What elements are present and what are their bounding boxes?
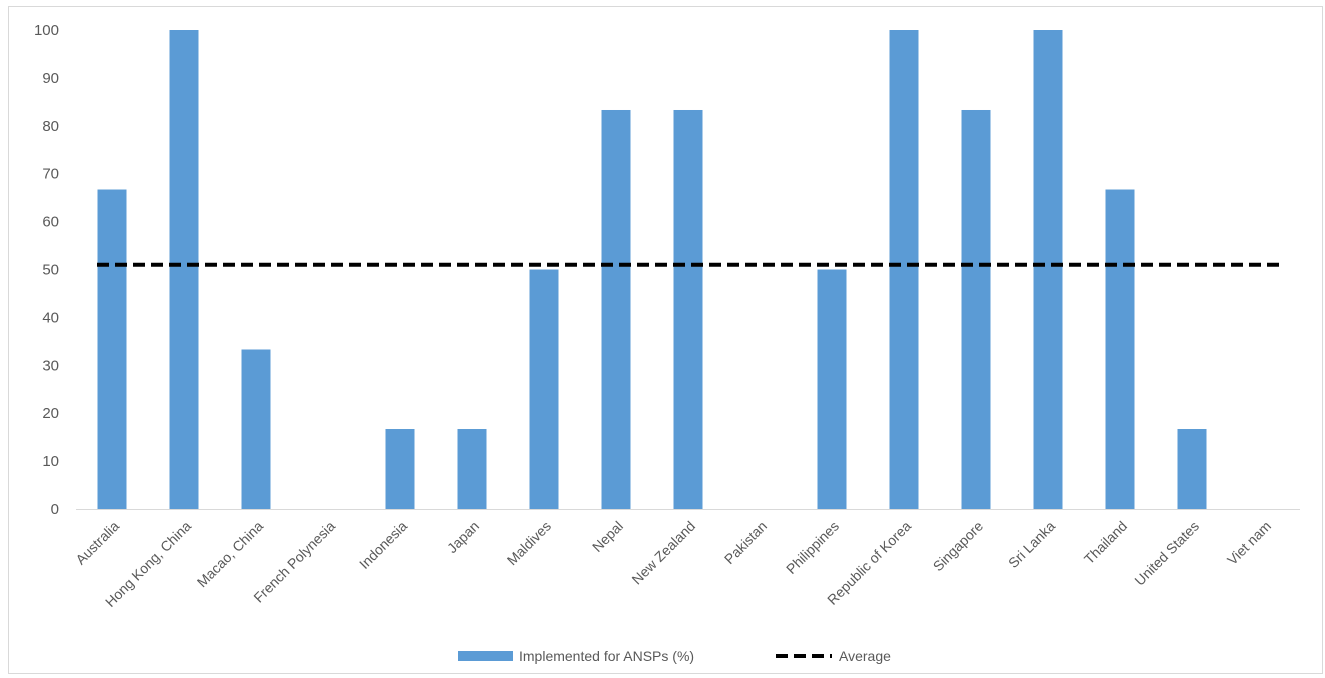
x-tick-label: Singapore: [930, 518, 987, 575]
y-axis: 0 10 20 30 40 50 60 70 80 90 100: [34, 22, 59, 518]
bar: [1033, 30, 1063, 509]
chart-frame: [8, 6, 1323, 674]
x-tick-label: New Zealand: [628, 518, 698, 588]
legend-label-average: Average: [839, 648, 891, 664]
y-tick-label: 50: [42, 262, 59, 279]
legend-swatch-implemented: [458, 651, 513, 661]
bar: [529, 269, 559, 509]
y-tick-label: 100: [34, 22, 59, 39]
bar: [385, 429, 415, 509]
x-tick-label: Australia: [72, 518, 122, 568]
x-tick-label: United States: [1131, 518, 1202, 589]
x-tick-label: Indonesia: [356, 518, 410, 572]
x-tick-label: Maldives: [504, 518, 554, 568]
bar: [961, 109, 991, 510]
bar: [817, 269, 847, 509]
x-tick-label: Pakistan: [721, 518, 770, 567]
x-tick-label: Viet nam: [1224, 518, 1274, 568]
bar: [889, 30, 919, 509]
legend: Implemented for ANSPs (%) Average: [458, 648, 891, 664]
x-tick-label: Japan: [444, 518, 482, 556]
x-tick-label: Philippines: [783, 518, 842, 577]
bar: [457, 429, 487, 509]
y-tick-label: 40: [42, 309, 59, 326]
y-tick-label: 80: [42, 118, 59, 135]
bars: [97, 30, 1207, 510]
y-tick-label: 20: [42, 405, 59, 422]
legend-label-implemented: Implemented for ANSPs (%): [519, 648, 694, 664]
bar: [673, 109, 703, 510]
bar: [1105, 189, 1135, 509]
y-tick-label: 70: [42, 166, 59, 183]
x-tick-label: Nepal: [589, 518, 626, 555]
bar: [601, 109, 631, 510]
bar: [97, 189, 127, 509]
y-tick-label: 90: [42, 70, 59, 87]
x-tick-label: Macao, China: [194, 518, 267, 591]
y-tick-label: 60: [42, 214, 59, 231]
y-tick-label: 30: [42, 357, 59, 374]
bar: [169, 30, 199, 509]
y-tick-label: 0: [51, 501, 59, 518]
bar: [241, 349, 271, 509]
x-tick-label: Sri Lanka: [1005, 518, 1058, 571]
x-tick-label: Thailand: [1081, 518, 1130, 567]
y-tick-label: 10: [42, 453, 59, 470]
bar: [1177, 429, 1207, 509]
